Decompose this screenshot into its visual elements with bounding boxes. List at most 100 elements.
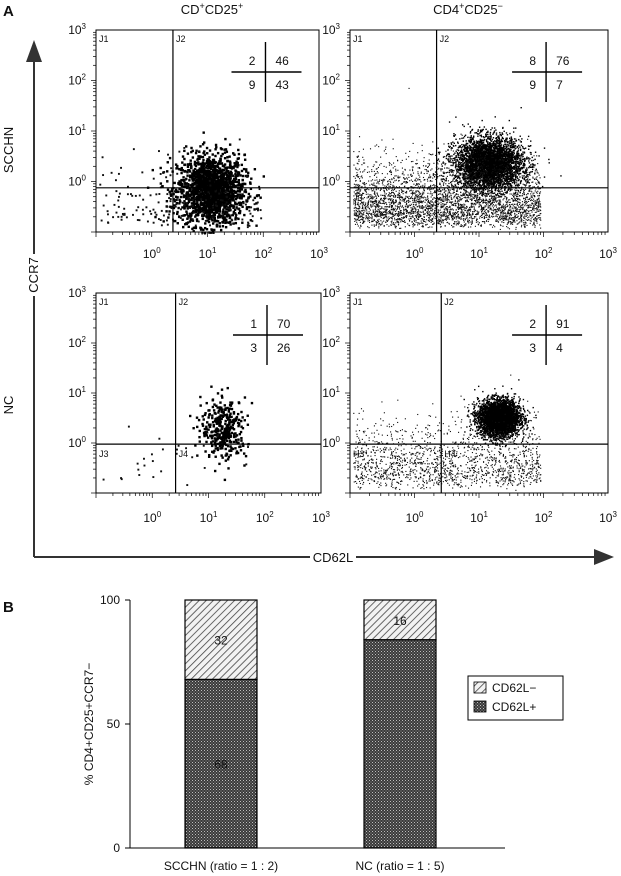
event-point [507,159,509,161]
event-point [211,168,215,172]
event-point [176,210,179,214]
background-event [102,174,105,177]
event-point [186,174,189,177]
event-point [225,204,228,208]
event-point [219,171,222,175]
event-point [459,138,461,140]
event-point [494,165,497,167]
event-point [205,178,208,181]
event-point [455,174,457,176]
event-point [224,197,227,201]
event-point [224,148,228,151]
event-point [202,131,205,134]
event-point [220,180,224,184]
event-point [199,180,203,183]
event-point [526,174,528,177]
event-point [451,170,454,172]
event-point [223,148,226,151]
event-point [237,189,240,193]
event-point [458,145,460,148]
event-point [460,149,463,151]
event-point [486,182,488,185]
event-point [207,217,211,221]
event-point [477,147,480,150]
event-point [483,184,485,187]
event-point [522,153,524,155]
event-point [213,161,217,164]
event-point [511,182,514,184]
event-point [178,180,181,183]
event-point [210,178,213,182]
event-point [481,130,483,133]
event-point [485,139,488,141]
background-event [219,199,222,202]
event-point [239,195,242,199]
event-point [236,172,240,175]
event-point [225,215,228,218]
event-point [482,206,485,209]
event-point [210,161,213,164]
event-point [505,192,508,194]
event-point [201,167,204,171]
event-point [500,139,502,141]
event-point [198,155,201,158]
event-point [202,168,206,171]
event-point [232,166,235,170]
event-point [476,196,478,199]
event-point [241,178,244,182]
event-point [508,171,511,173]
event-point [181,218,184,221]
event-point [519,163,521,166]
event-point [530,171,532,173]
event-point [513,158,516,160]
background-event [259,209,262,212]
event-point [472,136,475,138]
event-point [262,175,266,178]
event-point [216,165,219,168]
event-point [490,148,493,150]
event-point [454,176,457,179]
event-point [204,194,207,198]
event-point [531,202,533,205]
event-point [201,182,204,186]
event-point [461,185,464,188]
event-point [229,177,232,180]
event-point [480,176,483,178]
background-event [183,183,186,186]
event-point [497,140,499,142]
event-point [510,164,512,167]
event-point [245,207,249,211]
event-point [488,182,490,185]
background-event [169,198,172,201]
background-event [102,204,105,207]
event-point [478,159,480,162]
event-point [532,163,534,166]
event-point [228,198,231,201]
event-point [202,170,206,173]
background-event [255,208,258,211]
event-point [239,184,243,188]
event-point [227,201,230,204]
event-point [216,201,219,204]
event-point [454,157,456,160]
background-event [169,174,172,177]
event-point [234,169,237,172]
event-point [456,165,458,168]
event-point [181,155,185,158]
event-point [471,146,473,149]
event-point [225,166,229,170]
event-point [508,159,510,161]
event-point [222,194,225,198]
event-point [199,168,202,171]
event-point [220,187,223,190]
event-point [504,178,506,181]
event-point [502,178,504,180]
event-point [228,191,232,194]
event-point [450,161,452,164]
event-point [520,162,523,165]
event-point [185,192,188,196]
event-point [488,178,490,180]
event-point [505,146,508,148]
event-point [195,189,198,193]
event-point [531,156,533,159]
